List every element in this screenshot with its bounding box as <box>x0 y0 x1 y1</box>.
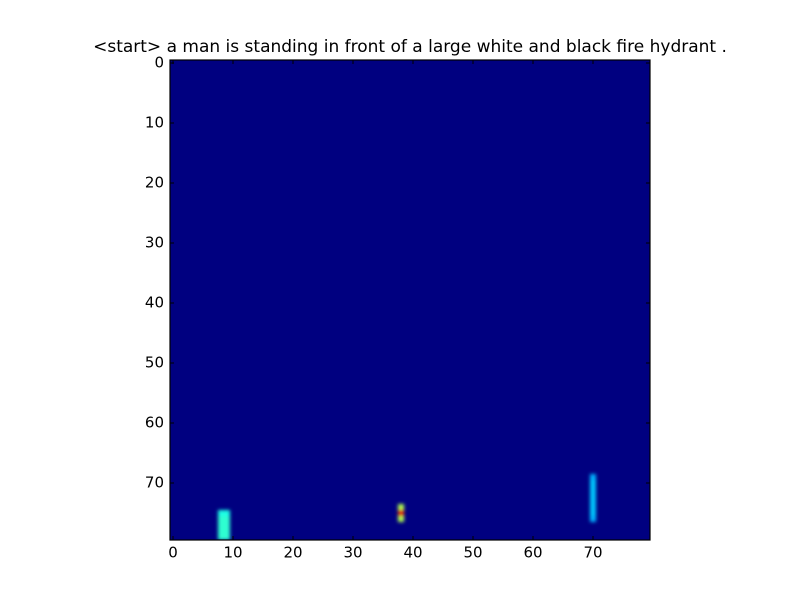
heatmap-cell <box>590 504 596 510</box>
x-tick-label: 30 <box>343 544 362 562</box>
y-tick-label: 60 <box>145 414 164 432</box>
heatmap-cell <box>398 516 404 522</box>
x-tick-label: 50 <box>463 544 482 562</box>
x-tick-label: 20 <box>283 544 302 562</box>
heatmap-cell <box>218 528 224 534</box>
x-tick-label: 0 <box>168 544 178 562</box>
x-tick-label: 40 <box>403 544 422 562</box>
heatmap-cells <box>218 474 596 540</box>
y-tick-label: 20 <box>145 174 164 192</box>
y-tick-label: 70 <box>145 474 164 492</box>
heatmap-cell <box>590 486 596 492</box>
y-tick-label: 10 <box>145 114 164 132</box>
heatmap-cell <box>398 504 404 510</box>
heatmap-cell <box>590 480 596 486</box>
heatmap-cell <box>224 510 230 516</box>
x-tick-label: 70 <box>583 544 602 562</box>
x-tick-label: 10 <box>223 544 242 562</box>
heatmap-cell <box>590 516 596 522</box>
y-tick-label: 0 <box>154 54 164 72</box>
heatmap-cell <box>224 534 230 540</box>
y-tick-label: 30 <box>145 234 164 252</box>
heatmap-cell <box>590 510 596 516</box>
heatmap-cell <box>590 492 596 498</box>
heatmap-cell <box>218 534 224 540</box>
plot-frame <box>169 59 651 541</box>
y-tick-label: 50 <box>145 354 164 372</box>
heatmap-cell <box>398 510 404 516</box>
y-tick-label: 40 <box>145 294 164 312</box>
heatmap-cell <box>218 516 224 522</box>
heatmap-cell <box>224 528 230 534</box>
heatmap-cell <box>224 522 230 528</box>
plot-background <box>170 60 650 540</box>
heatmap-cell <box>224 516 230 522</box>
heatmap-cell <box>590 474 596 480</box>
heatmap-cell <box>590 498 596 504</box>
chart-title: <start> a man is standing in front of a … <box>93 37 727 57</box>
x-tick-label: 60 <box>523 544 542 562</box>
heatmap-cell <box>218 522 224 528</box>
heatmap-cell <box>218 510 224 516</box>
